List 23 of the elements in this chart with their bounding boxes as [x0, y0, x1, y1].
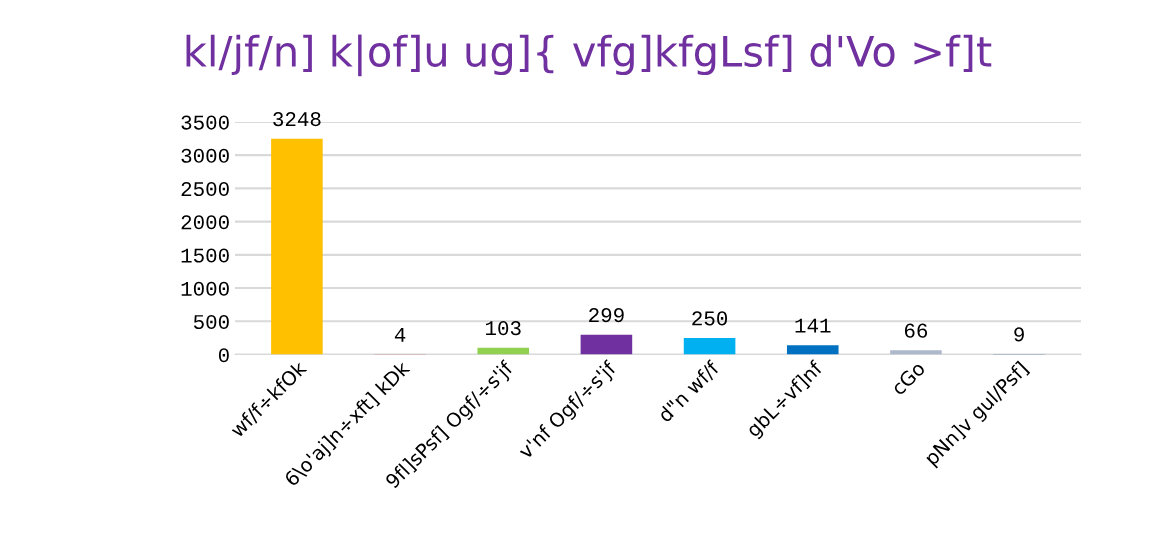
y-tick-label: 0	[218, 348, 229, 363]
y-tick-label: 2500	[181, 181, 229, 197]
data-label: 141	[795, 318, 831, 333]
y-tick-label: 500	[193, 314, 229, 330]
data-label: 250	[692, 311, 728, 326]
y-tick-label: 1500	[181, 248, 229, 263]
data-label: 103	[486, 321, 521, 336]
chart-title: kl/jf/n] k|of]u ug]{ vfg]kfgLsf] d'Vo >f]t	[186, 34, 992, 77]
bar	[786, 345, 839, 355]
y-tick-label: 2000	[181, 215, 229, 230]
bar	[683, 337, 736, 355]
data-label: 3248	[273, 112, 321, 127]
bar	[271, 138, 323, 355]
data-label: 299	[589, 308, 624, 323]
y-tick-label: 3500	[181, 115, 229, 130]
y-tick-label: 1000	[181, 281, 229, 296]
y-tick-label: 3000	[181, 148, 229, 163]
data-label: 9	[1014, 327, 1024, 342]
x-tick-label: cGo	[890, 360, 926, 396]
data-label: 66	[904, 323, 928, 338]
bar	[580, 334, 633, 355]
bar	[890, 350, 942, 355]
data-label: 4	[394, 327, 406, 342]
